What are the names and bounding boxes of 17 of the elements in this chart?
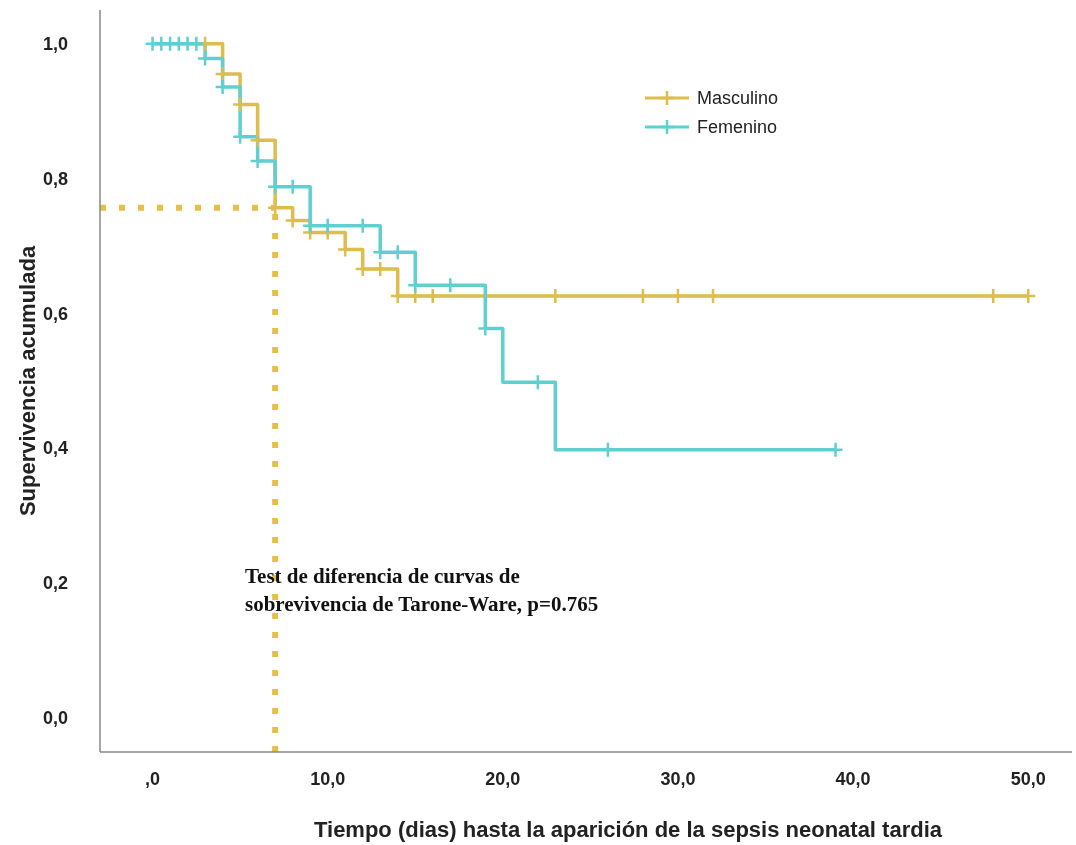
x-tick-label: 30,0: [660, 769, 696, 789]
y-tick-label: 0,6: [42, 303, 68, 324]
annotation: Test de diferencia de curvas de sobrevivencia de Tarone-Ware, p=0.765: [245, 564, 599, 616]
x-axis-title: Tiempo (dias) hasta la aparición de la sepsis neonatal tardia: [313, 817, 943, 842]
legend-label: Femenino: [697, 117, 778, 137]
y-tick-label: 0,8: [42, 168, 68, 189]
y-tick-label: 0,0: [42, 708, 68, 729]
legend-label: Masculino: [697, 88, 779, 108]
x-tick-label: 40,0: [835, 769, 871, 789]
x-tick-label: 10,0: [310, 769, 346, 789]
x-tick-label: 50,0: [1010, 769, 1046, 789]
y-tick-label: 1,0: [42, 33, 68, 54]
y-tick-label: 0,2: [42, 573, 68, 594]
x-tick-label: ,0: [145, 769, 161, 789]
x-tick-label: 20,0: [485, 769, 521, 789]
y-tick-label: 0,4: [42, 438, 68, 459]
y-axis-title: Supervivencia acumulada: [15, 245, 40, 517]
